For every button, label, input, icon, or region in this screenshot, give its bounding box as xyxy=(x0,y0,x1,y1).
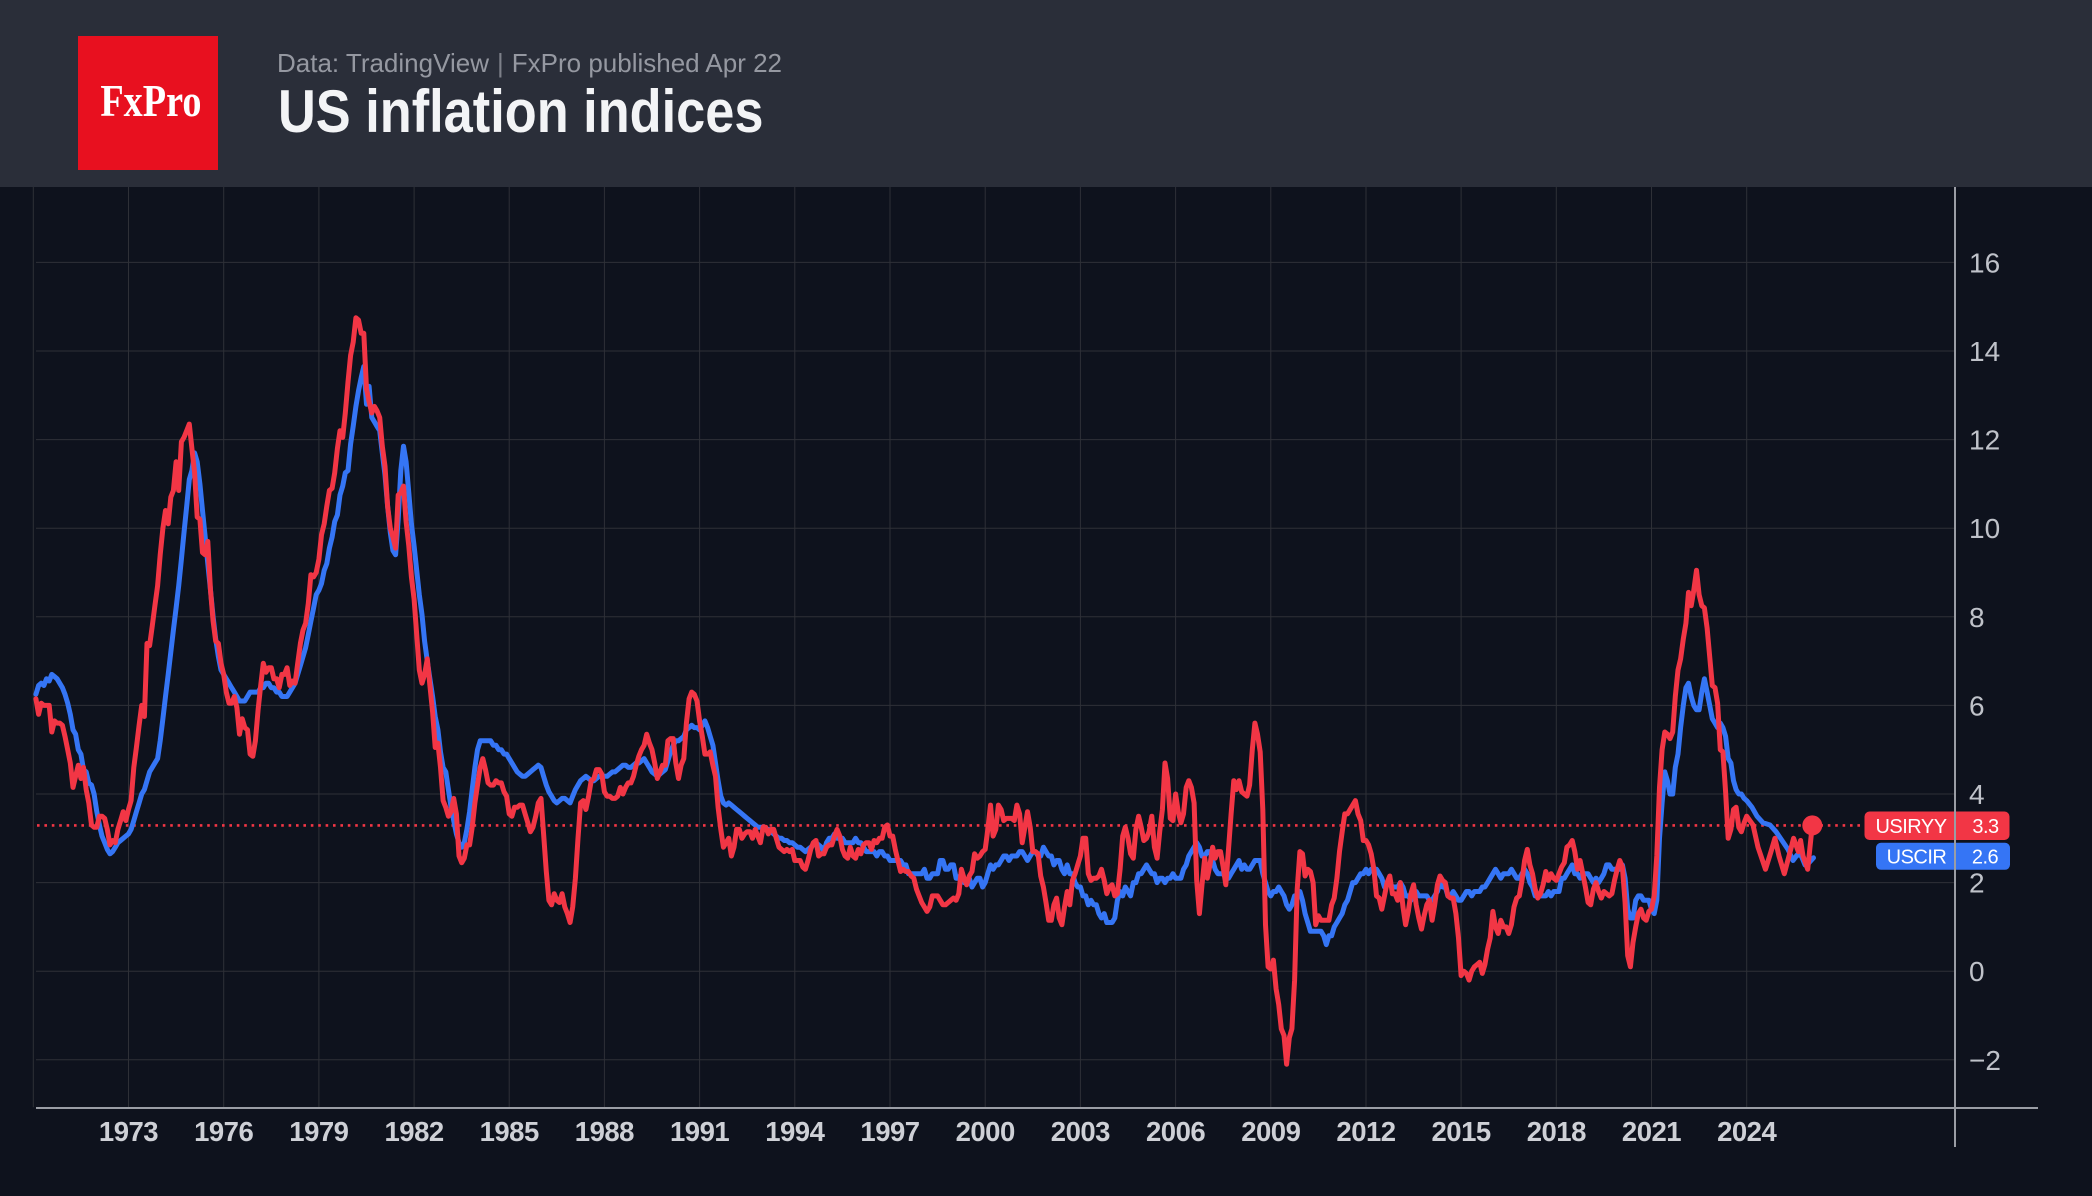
svg-text:1985: 1985 xyxy=(480,1116,539,1147)
svg-text:2.6: 2.6 xyxy=(1972,846,1999,868)
svg-text:1997: 1997 xyxy=(860,1116,919,1147)
svg-text:2006: 2006 xyxy=(1146,1116,1205,1147)
svg-text:10: 10 xyxy=(1969,513,2000,544)
svg-text:1976: 1976 xyxy=(194,1116,253,1147)
svg-text:2003: 2003 xyxy=(1051,1116,1110,1147)
svg-text:4: 4 xyxy=(1969,779,1985,810)
svg-text:1991: 1991 xyxy=(670,1116,729,1147)
svg-text:0: 0 xyxy=(1969,956,1985,987)
svg-text:2009: 2009 xyxy=(1241,1116,1300,1147)
svg-text:1988: 1988 xyxy=(575,1116,634,1147)
svg-text:14: 14 xyxy=(1969,336,2000,367)
svg-text:12: 12 xyxy=(1969,425,2000,456)
svg-text:2018: 2018 xyxy=(1527,1116,1586,1147)
svg-text:2024: 2024 xyxy=(1717,1116,1777,1147)
svg-text:−2: −2 xyxy=(1969,1045,2001,1076)
svg-text:8: 8 xyxy=(1969,602,1985,633)
svg-text:USCIR: USCIR xyxy=(1887,846,1947,868)
svg-text:2015: 2015 xyxy=(1432,1116,1491,1147)
svg-text:USIRYY: USIRYY xyxy=(1875,816,1946,838)
svg-text:6: 6 xyxy=(1969,690,1985,721)
svg-text:1979: 1979 xyxy=(289,1116,348,1147)
svg-text:2021: 2021 xyxy=(1622,1116,1681,1147)
svg-text:3.3: 3.3 xyxy=(1972,816,1999,838)
svg-text:16: 16 xyxy=(1969,247,2000,278)
svg-text:1994: 1994 xyxy=(765,1116,825,1147)
svg-text:1982: 1982 xyxy=(385,1116,444,1147)
svg-text:2000: 2000 xyxy=(956,1116,1015,1147)
svg-text:2: 2 xyxy=(1969,868,1985,899)
svg-text:1973: 1973 xyxy=(99,1116,158,1147)
svg-text:2012: 2012 xyxy=(1336,1116,1395,1147)
